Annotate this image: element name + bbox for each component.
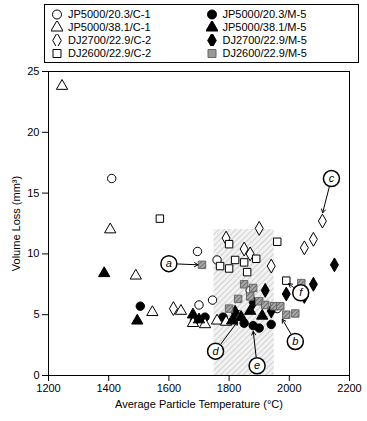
svg-text:20: 20 [27, 126, 39, 138]
svg-text:a: a [166, 257, 172, 269]
svg-text:c: c [329, 172, 335, 184]
svg-text:2200: 2200 [337, 382, 361, 394]
svg-text:1600: 1600 [157, 382, 181, 394]
html-text:JP5000/38.1/C-1: JP5000/38.1/C-1 [68, 21, 151, 33]
html-text:DJ2700/22.9/M-5: DJ2700/22.9/M-5 [222, 34, 307, 46]
svg-text:1400: 1400 [96, 382, 120, 394]
svg-text:25: 25 [27, 65, 39, 77]
html-text:DJ2600/22.9/C-2: DJ2600/22.9/C-2 [68, 47, 152, 59]
svg-text:1800: 1800 [217, 382, 241, 394]
svg-text:e: e [254, 359, 260, 371]
svg-text:5: 5 [33, 308, 39, 320]
svg-text:10: 10 [27, 247, 39, 259]
html-text:DJ2700/22.9/C-2: DJ2700/22.9/C-2 [68, 34, 152, 46]
svg-text:1200: 1200 [36, 382, 60, 394]
svg-text:0: 0 [33, 369, 39, 381]
html-text:DJ2600/22.9/M-5: DJ2600/22.9/M-5 [222, 47, 307, 59]
html-text:JP5000/38.1/M-5: JP5000/38.1/M-5 [222, 21, 307, 33]
svg-text:d: d [212, 345, 219, 357]
html-text:JP5000/20.3/C-1: JP5000/20.3/C-1 [68, 8, 151, 20]
html-text:JP5000/20.3/M-5: JP5000/20.3/M-5 [222, 8, 307, 20]
svg-text:b: b [292, 335, 298, 347]
svg-text:2000: 2000 [277, 382, 301, 394]
svg-text:15: 15 [27, 187, 39, 199]
svg-text:f: f [299, 286, 303, 298]
svg-text:Average Particle Temperature (: Average Particle Temperature (°C) [115, 398, 283, 410]
svg-text:Volume Loss (mm³): Volume Loss (mm³) [10, 176, 22, 271]
